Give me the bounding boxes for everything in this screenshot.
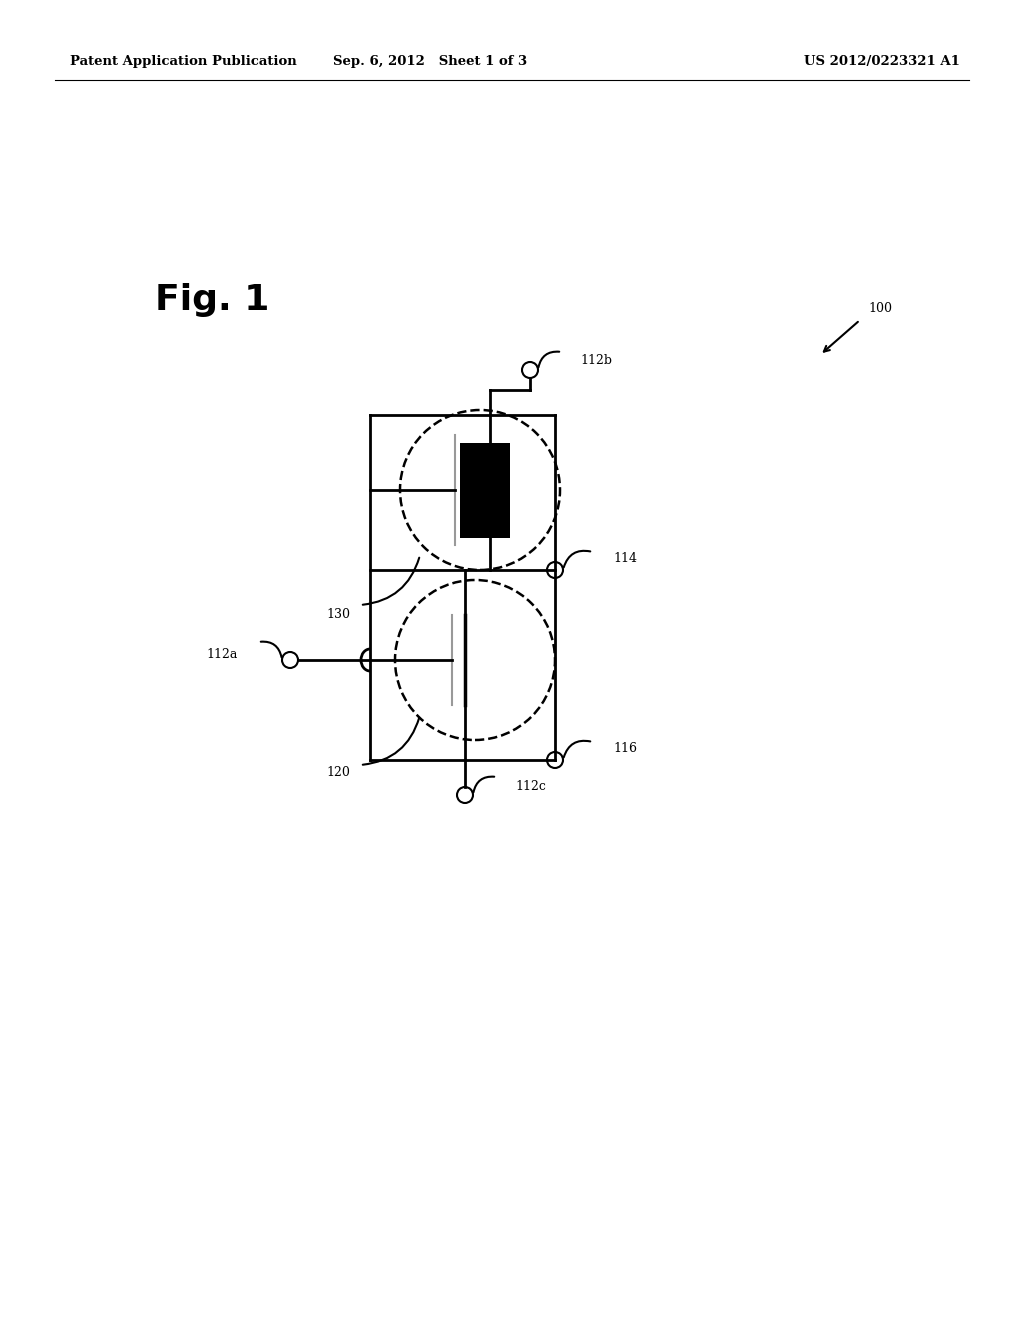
Text: 116: 116 xyxy=(613,742,637,755)
Text: 120: 120 xyxy=(326,766,350,779)
Text: Fig. 1: Fig. 1 xyxy=(155,282,269,317)
Text: 112b: 112b xyxy=(580,354,612,367)
Bar xyxy=(460,444,510,539)
Text: US 2012/0223321 A1: US 2012/0223321 A1 xyxy=(804,55,961,69)
Text: 100: 100 xyxy=(868,302,892,315)
Text: Patent Application Publication: Patent Application Publication xyxy=(70,55,297,69)
Text: 112c: 112c xyxy=(515,780,546,793)
Text: 114: 114 xyxy=(613,552,637,565)
Text: Sep. 6, 2012   Sheet 1 of 3: Sep. 6, 2012 Sheet 1 of 3 xyxy=(333,55,527,69)
Text: 130: 130 xyxy=(326,609,350,622)
Text: 112a: 112a xyxy=(207,648,238,661)
